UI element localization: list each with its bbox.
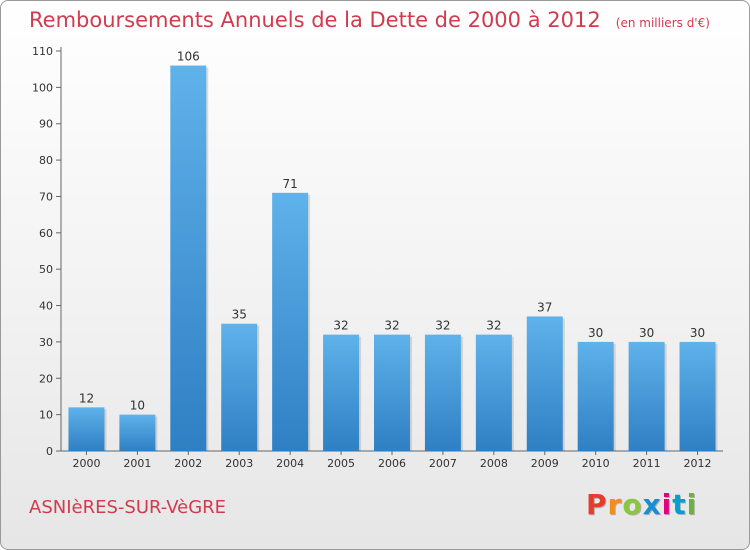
bar-2012 [679,341,716,451]
y-tick-label: 80 [39,154,53,167]
logo-letter: o [622,488,643,521]
y-tick-label: 70 [39,190,53,203]
bar-2000 [68,407,105,451]
bar-2010 [577,341,614,451]
proxiti-logo: Proxiti [586,488,697,521]
y-tick-label: 60 [39,227,53,240]
bar-value-label: 30 [588,326,603,340]
bar-value-label: 32 [435,319,450,333]
chart-unit: (en milliers d'€) [615,16,710,30]
bar-2006 [374,334,410,451]
chart-title-block: Remboursements Annuels de la Dette de 20… [29,8,710,32]
logo-letter: P [586,488,608,521]
bar-2009 [526,316,563,451]
bar-2003 [221,323,258,451]
logo-letter: i [661,488,673,521]
x-tick-label: 2010 [582,457,610,470]
x-tick-label: 2005 [327,457,355,470]
y-tick-label: 100 [32,81,53,94]
bar-2004 [272,192,309,451]
y-tick-label: 10 [39,409,53,422]
x-tick-label: 2004 [276,457,304,470]
x-tick-label: 2011 [633,457,661,470]
bar-value-label: 37 [537,300,552,314]
bar-value-label: 30 [690,326,705,340]
chart-bars [68,65,718,451]
bar-value-label: 35 [232,308,247,322]
bar-2008 [475,334,512,451]
logo-letter: t [672,488,687,521]
bar-value-label: 32 [384,319,399,333]
bar-2007 [424,334,461,451]
x-tick-label: 2000 [72,457,100,470]
logo-letter: r [607,488,623,521]
y-tick-label: 30 [39,336,53,349]
bar-value-label: 32 [486,319,501,333]
bar-value-label: 12 [79,391,94,405]
x-tick-label: 2008 [480,457,508,470]
y-tick-label: 40 [39,300,53,313]
x-tick-label: 2002 [174,457,202,470]
y-tick-label: 20 [39,372,53,385]
x-tick-label: 2006 [378,457,406,470]
y-tick-label: 90 [39,118,53,131]
bar-value-label: 10 [130,399,145,413]
bar-2001 [119,414,156,451]
logo-letter: x [642,488,662,521]
y-tick-label: 0 [46,445,53,458]
x-tick-label: 2009 [531,457,559,470]
place-name: ASNIèRES-SUR-VèGRE [29,497,227,518]
logo-letter: i [686,488,698,521]
bar-value-label: 106 [177,50,200,64]
bar-2002 [170,65,207,451]
x-tick-label: 2001 [123,457,151,470]
y-tick-label: 110 [32,45,53,58]
bar-value-label: 30 [639,326,654,340]
bar-2005 [323,334,360,451]
chart-labels: 12 2000 10 2001 106 2002 35 2003 71 2004 32 2005 32 2… [72,50,711,470]
chart-title: Remboursements Annuels de la Dette de 20… [29,8,601,32]
x-tick-label: 2012 [684,457,712,470]
bar-value-label: 32 [333,319,348,333]
bar-2011 [628,341,665,451]
bar-value-label: 71 [283,177,298,191]
y-tick-label: 50 [39,263,53,276]
x-tick-label: 2003 [225,457,253,470]
x-tick-label: 2007 [429,457,457,470]
